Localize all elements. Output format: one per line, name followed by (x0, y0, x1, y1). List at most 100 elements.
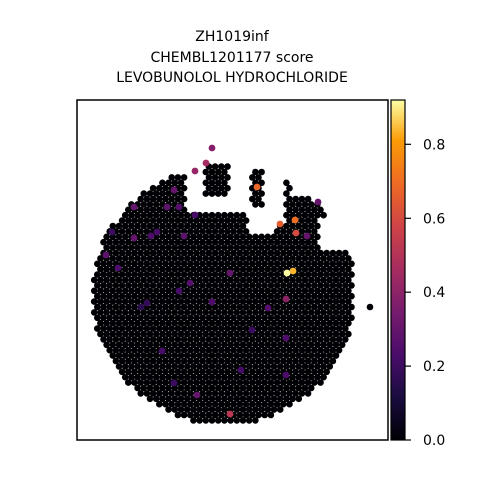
spot (311, 379, 318, 386)
spot (218, 271, 225, 278)
spot (187, 336, 194, 343)
spot (261, 249, 269, 257)
spot (320, 265, 327, 273)
spot (233, 319, 241, 327)
spot (273, 336, 281, 343)
spot (211, 238, 219, 246)
spot (295, 298, 303, 305)
spot (242, 282, 250, 289)
spot (187, 346, 194, 354)
spot (183, 309, 191, 316)
spot (180, 184, 188, 192)
spot (131, 217, 138, 224)
spot (211, 271, 219, 278)
spot (156, 282, 163, 289)
spot (143, 292, 151, 300)
spot (255, 390, 262, 397)
spot (128, 211, 135, 219)
spot (332, 309, 340, 316)
spot (159, 265, 166, 273)
spot (149, 390, 157, 397)
spot (125, 271, 132, 278)
spot (168, 217, 175, 224)
spot (109, 319, 117, 327)
spot (165, 190, 172, 197)
spot (261, 336, 269, 343)
spot (128, 244, 135, 251)
spot (273, 325, 281, 332)
spot (171, 319, 179, 327)
spot (103, 319, 110, 327)
spot (106, 346, 113, 354)
spot (112, 325, 120, 332)
spot (190, 406, 197, 413)
spot (304, 260, 312, 268)
spot (295, 244, 303, 251)
spot-scored (102, 251, 110, 259)
spot (242, 379, 250, 386)
spot (149, 206, 157, 214)
spot (208, 395, 216, 403)
colorbar-tick-label: 0.0 (423, 433, 445, 449)
spot (156, 390, 163, 397)
spot-scored (202, 159, 210, 167)
spot (258, 179, 265, 187)
spot (183, 222, 191, 230)
spot (329, 325, 337, 332)
spot (286, 184, 293, 192)
spot (221, 265, 228, 273)
spot (230, 390, 237, 397)
title-line-1: ZH1019inf (195, 29, 270, 45)
spot (233, 406, 241, 413)
spot (295, 330, 303, 338)
spot (242, 411, 250, 419)
spot (295, 373, 303, 381)
spot (196, 244, 203, 251)
spot (239, 395, 247, 403)
spot (342, 249, 349, 257)
spot (174, 357, 182, 365)
spot (171, 233, 179, 241)
spot (149, 379, 157, 386)
spot (131, 368, 138, 376)
spot (298, 357, 306, 365)
spot (320, 287, 327, 295)
spot (118, 357, 126, 365)
spot (214, 190, 222, 197)
spot (208, 373, 216, 381)
spot (202, 244, 210, 251)
spot (211, 174, 219, 181)
spot (131, 228, 138, 235)
spot (109, 244, 117, 251)
spot (264, 298, 272, 305)
spot (165, 330, 172, 338)
spot (146, 395, 154, 403)
spot (224, 336, 231, 343)
spot (137, 260, 144, 268)
spot (307, 373, 315, 381)
spot (335, 292, 343, 300)
spot (177, 341, 185, 349)
spot (273, 390, 281, 397)
spot (326, 352, 334, 359)
spot (193, 238, 200, 246)
spot (239, 319, 247, 327)
spot (140, 211, 148, 219)
spot (137, 390, 144, 397)
spot (199, 390, 206, 397)
spot (152, 341, 160, 349)
spot (214, 373, 222, 381)
spot (106, 336, 113, 343)
spot (292, 357, 300, 365)
spot (227, 363, 234, 370)
spot (180, 174, 188, 181)
spot (342, 260, 349, 268)
spot (177, 244, 185, 251)
spot (224, 228, 231, 235)
spot (311, 206, 318, 214)
spot (283, 341, 290, 349)
spot (128, 309, 135, 316)
spot (128, 287, 135, 295)
spot (168, 238, 175, 246)
spot (143, 271, 151, 278)
